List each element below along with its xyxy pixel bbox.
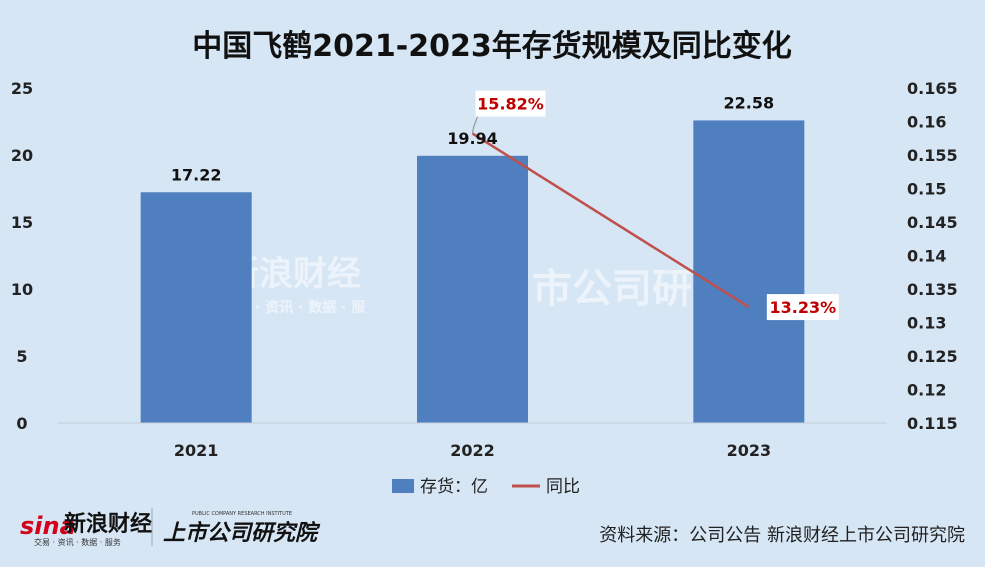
bar-value-label: 22.58 [724,93,775,112]
institute-logo: PUBLIC COMPANY RESEARCH INSTITUTE 上市公司研究… [163,511,321,546]
watermark-sina-sub: · 资讯 · 数据 · 服 [255,299,366,316]
legend-line-label: 同比 [546,477,580,497]
y-right-tick-label: 0.145 [907,213,958,232]
y-right-tick-label: 0.135 [907,280,958,299]
y-left-tick-label: 5 [16,347,27,366]
y-left-tick-label: 10 [11,280,33,299]
y-left-tick-label: 15 [11,213,33,232]
y-left-axis: 0 5 10 15 20 25 [11,79,33,433]
y-right-tick-label: 0.15 [907,180,946,199]
y-right-axis: 0.115 0.12 0.125 0.13 0.135 0.14 0.145 0.15 0.15… [907,79,958,433]
sina-finance-logo: sina 新浪财经 交易 · 资讯 · 数据 · 服务 [20,511,152,547]
rate-value-label: 13.23% [770,298,837,317]
bar-2021 [140,192,252,423]
bar-2022 [417,155,528,423]
line-series [471,132,750,309]
bar-data-labels: 17.22 19.94 22.58 [171,93,774,184]
y-right-tick-label: 0.12 [907,381,946,400]
y-left-tick-label: 20 [11,146,33,165]
line-data-labels: 15.82% 13.23% [472,90,839,321]
legend: 存货：亿 同比 [392,477,580,497]
institute-logo-en: PUBLIC COMPANY RESEARCH INSTITUTE [192,511,292,517]
sina-logo-sub: 交易 · 资讯 · 数据 · 服务 [34,537,121,547]
chart-title: 中国飞鹤2021-2023年存货规模及同比变化 [192,29,791,64]
legend-bar-label: 存货：亿 [420,477,488,497]
yoy-line [471,132,750,309]
rate-label-box [766,294,839,321]
label-leader-line [472,116,478,134]
source-note: 资料来源：公司公告 新浪财经上市公司研究院 [599,525,965,546]
y-right-tick-label: 0.125 [907,347,958,366]
y-right-tick-label: 0.115 [907,414,958,433]
sina-logo-name: 新浪财经 [64,511,152,537]
legend-bar-swatch [392,479,414,493]
watermark-institute: 市公司研 [532,266,692,312]
bar-value-label: 17.22 [171,165,222,184]
sina-logo-mark: sina [20,512,76,540]
rate-label-box [475,90,546,117]
y-right-tick-label: 0.155 [907,146,958,165]
x-axis: 2021 2022 2023 [174,441,771,460]
x-tick-label: 2022 [450,441,495,460]
y-left-tick-label: 25 [11,79,33,98]
bar-2023 [693,120,805,423]
x-tick-label: 2023 [727,441,772,460]
x-tick-label: 2021 [174,441,219,460]
rate-value-label: 15.82% [477,95,544,114]
bar-series [140,120,805,423]
y-right-tick-label: 0.14 [907,247,946,266]
y-right-tick-label: 0.13 [907,314,946,333]
y-right-tick-label: 0.16 [907,113,946,132]
y-left-tick-label: 0 [16,414,27,433]
y-right-tick-label: 0.165 [907,79,958,98]
bar-value-label: 19.94 [447,129,498,148]
institute-logo-name: 上市公司研究院 [163,520,321,546]
